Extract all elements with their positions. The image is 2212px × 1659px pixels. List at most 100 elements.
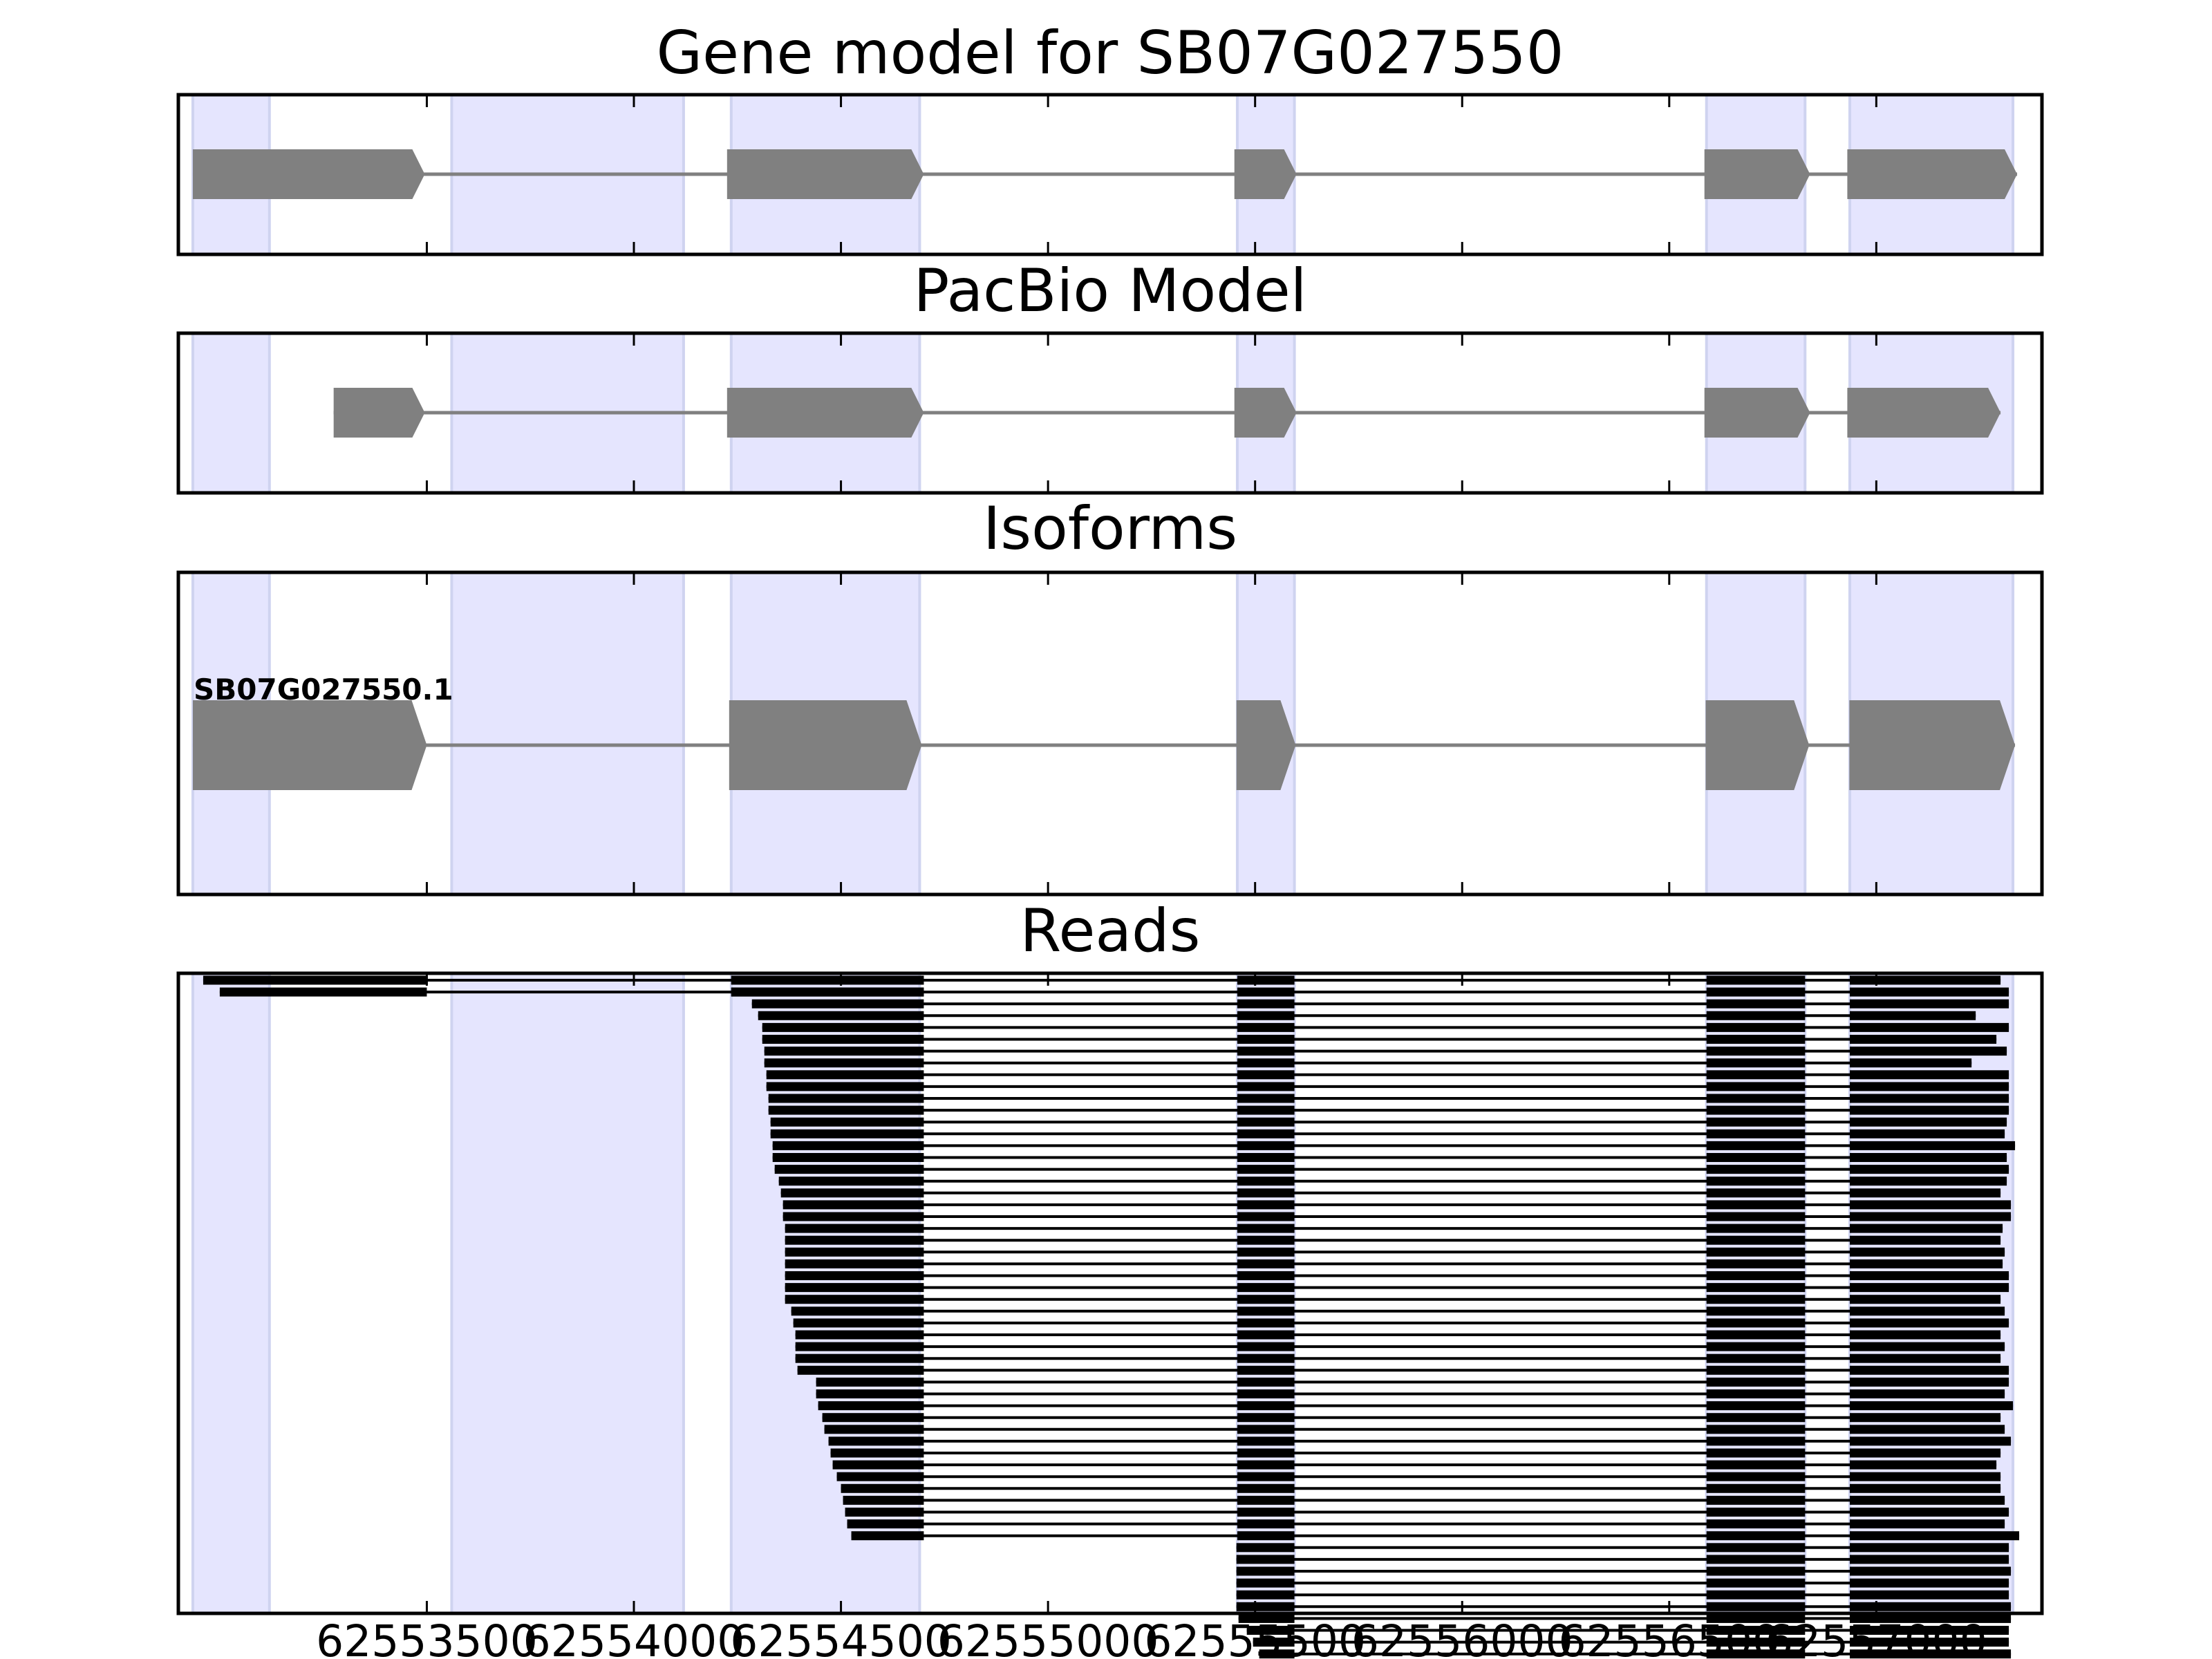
x-tick-label: 62554000 (523, 1616, 745, 1659)
read-exon (1706, 1141, 1806, 1150)
read-exon (1850, 1094, 2009, 1103)
read (791, 1306, 2005, 1316)
read (731, 987, 2009, 997)
read-exon (1706, 1413, 1806, 1423)
read-exon (1706, 1472, 1806, 1481)
read (851, 1531, 2020, 1541)
read-exon (1237, 1425, 1295, 1434)
exon-region-band (1705, 972, 1807, 1615)
read-exon (1850, 1413, 2001, 1423)
read-exon (1850, 1483, 2001, 1493)
read-exon (1850, 1543, 2009, 1553)
read-exon (1237, 1141, 1295, 1150)
read-exon (772, 1141, 924, 1150)
read (1236, 1566, 2012, 1576)
read (795, 1353, 2001, 1363)
read-exon (795, 1353, 924, 1363)
read-exon (1236, 1566, 1295, 1576)
read-exon (1237, 1377, 1295, 1387)
panel-gene-model-ticks (425, 95, 1877, 254)
exon-block (727, 388, 924, 438)
read-exon (1237, 1224, 1295, 1233)
read-exon (770, 1117, 924, 1127)
read-exon (1706, 1129, 1806, 1138)
read (824, 1425, 2005, 1434)
read-exon (1706, 1094, 1806, 1103)
read-exon (1706, 1153, 1806, 1162)
read-exon (836, 1472, 924, 1481)
read-exon (785, 1259, 924, 1268)
read-exon (1850, 1460, 1997, 1470)
read-exon (1706, 1649, 1806, 1659)
panel-reads-structure (203, 975, 2020, 1659)
read-exon (832, 1460, 924, 1470)
read (766, 1070, 2009, 1080)
read (830, 1448, 2001, 1458)
read-exon (1850, 987, 2009, 997)
read-exon (768, 1105, 924, 1115)
read-exon (1706, 1519, 1806, 1529)
read-exon (1237, 1165, 1295, 1174)
panel-isoforms-structure (192, 700, 2016, 790)
read-exon (1237, 1495, 1295, 1505)
read-exon (1253, 1638, 1295, 1647)
read-exon (785, 1271, 924, 1280)
panel-gene-model-frame (176, 93, 2044, 256)
read-exon (219, 987, 427, 997)
read-exon (1706, 1306, 1806, 1316)
read (758, 1011, 1976, 1020)
read-exon (816, 1377, 924, 1387)
read-exon (1850, 1011, 1976, 1020)
read-exon (1237, 1047, 1295, 1056)
read-exon (816, 1389, 924, 1398)
read (770, 1117, 2007, 1127)
read (841, 1483, 2001, 1493)
read (772, 1153, 2007, 1162)
read (845, 1508, 2009, 1517)
read-exon (1850, 1353, 2001, 1363)
read-exon (1850, 1566, 2012, 1576)
read-exon (1706, 1531, 1806, 1541)
read-exon (1706, 1460, 1806, 1470)
exon-block (727, 149, 924, 199)
read-exon (782, 1200, 924, 1210)
read-exon (1706, 1353, 1806, 1363)
read-exon (1706, 975, 1806, 985)
read-exon (1850, 1200, 2012, 1210)
read-exon (1706, 1117, 1806, 1127)
read (1236, 1555, 2009, 1564)
read-exon (778, 1177, 924, 1186)
read (818, 1401, 2014, 1411)
read (1236, 1578, 2009, 1588)
read (785, 1247, 2005, 1257)
read (785, 1259, 2003, 1268)
read (828, 1436, 2012, 1446)
read (762, 1035, 1997, 1044)
read-exon (1237, 1070, 1295, 1080)
read-exon (1237, 1413, 1295, 1423)
read-exon (1706, 1626, 1806, 1635)
read-exon (830, 1448, 924, 1458)
read-exon (1237, 1247, 1295, 1257)
read (780, 1188, 2001, 1198)
read-exon (785, 1283, 924, 1293)
read (1236, 1602, 2012, 1611)
read-exon (1850, 1022, 2009, 1032)
read-exon (1706, 1602, 1806, 1611)
read (843, 1495, 2005, 1505)
read-exon (1850, 1283, 2009, 1293)
read-exon (1850, 1271, 2009, 1280)
read-exon (1850, 975, 2001, 985)
read (847, 1519, 2005, 1529)
read-exon (1850, 1638, 2009, 1647)
read-exon (1850, 1318, 2009, 1328)
read (797, 1365, 2009, 1375)
read-exon (762, 1022, 924, 1032)
read-exon (1850, 1531, 2020, 1541)
read-exon (1850, 1401, 2014, 1411)
read-exon (1706, 1543, 1806, 1553)
read-exon (1850, 1626, 2009, 1635)
read-exon (841, 1483, 924, 1493)
read-exon (824, 1425, 924, 1434)
